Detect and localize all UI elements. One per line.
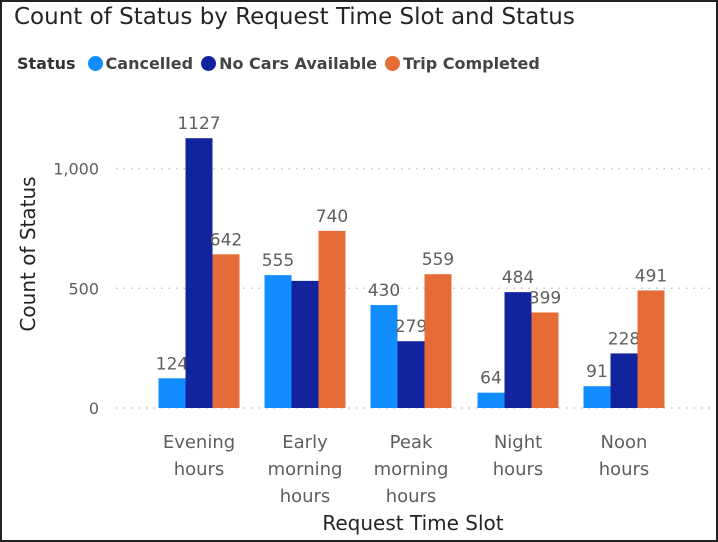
data-label: 91 — [586, 362, 608, 382]
y-tick-label: 1,000 — [53, 160, 99, 179]
bar — [583, 386, 611, 408]
legend-item-no-cars-available[interactable]: No Cars Available — [201, 54, 377, 73]
bar — [397, 341, 425, 408]
legend-swatch-cancelled — [87, 56, 103, 71]
bar — [531, 312, 559, 408]
data-label: 740 — [316, 207, 348, 227]
legend-label-no-cars-available: No Cars Available — [219, 54, 378, 73]
data-label: 642 — [210, 230, 242, 250]
data-label: 484 — [502, 268, 534, 288]
x-tick-label: Early — [282, 432, 328, 453]
x-tick-label: Evening — [163, 432, 235, 453]
legend-item-cancelled[interactable]: Cancelled — [87, 54, 194, 73]
x-tick-label: morning — [374, 459, 449, 480]
legend-swatch-no-cars-available — [201, 56, 217, 71]
legend: Status Cancelled No Cars Available Trip … — [17, 54, 548, 73]
legend-label-trip-completed: Trip Completed — [403, 54, 540, 73]
data-label: 228 — [608, 329, 640, 349]
bar — [610, 353, 638, 408]
bar — [291, 280, 319, 408]
bar — [637, 290, 665, 408]
legend-swatch-trip-completed — [385, 56, 401, 71]
y-axis-title: Count of Status — [16, 176, 40, 331]
data-label: 559 — [422, 250, 454, 270]
data-label: 430 — [368, 281, 400, 301]
bar — [318, 230, 346, 408]
x-tick-label: Noon — [601, 432, 648, 453]
legend-item-trip-completed[interactable]: Trip Completed — [385, 54, 540, 73]
bar — [212, 254, 240, 408]
x-tick-label: morning — [268, 459, 343, 480]
bar — [185, 138, 213, 408]
y-tick-label: 500 — [68, 279, 99, 298]
x-tick-label: hours — [493, 459, 544, 480]
x-tick-label: Night — [494, 432, 542, 453]
data-label: 124 — [156, 354, 188, 374]
bar — [264, 275, 292, 408]
legend-title: Status — [17, 54, 76, 73]
y-tick-label: 0 — [89, 399, 99, 418]
x-tick-label: hours — [599, 459, 650, 480]
data-label: 491 — [635, 266, 667, 286]
x-tick-label: hours — [174, 459, 225, 480]
data-label: 279 — [395, 317, 427, 337]
x-tick-label: hours — [280, 486, 331, 507]
legend-label-cancelled: Cancelled — [105, 54, 194, 73]
data-label: 64 — [480, 369, 502, 389]
x-axis-title: Request Time Slot — [322, 511, 503, 535]
bar — [370, 305, 398, 408]
bar — [158, 378, 186, 408]
x-tick-label: hours — [386, 486, 437, 507]
chart-title: Count of Status by Request Time Slot and… — [14, 4, 575, 30]
bar — [477, 392, 505, 408]
data-label: 555 — [262, 251, 294, 271]
data-label: 399 — [529, 288, 561, 308]
data-label: 1127 — [177, 114, 220, 134]
x-tick-label: Peak — [390, 432, 433, 453]
bar — [424, 274, 452, 408]
bar — [504, 292, 532, 408]
